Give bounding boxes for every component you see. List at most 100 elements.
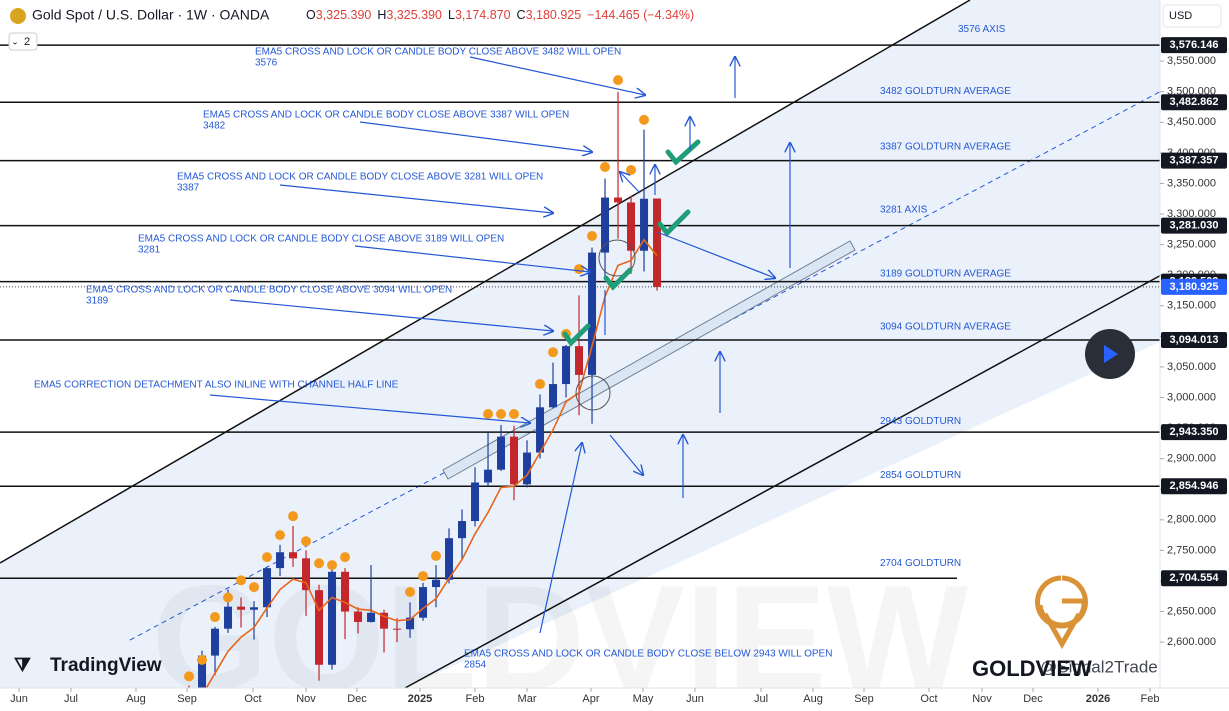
signal-dot — [327, 560, 338, 571]
drawings — [209, 56, 790, 634]
candle-body — [432, 579, 441, 588]
arrow — [209, 394, 530, 423]
candle-body — [471, 482, 480, 522]
level-badge — [1161, 332, 1227, 349]
level-label: 3094 GOLDTURN AVERAGE — [880, 322, 1011, 333]
y-tick-label: 3,350.000 — [1167, 177, 1216, 189]
x-tick-label: Feb — [466, 693, 485, 705]
candle-body — [198, 655, 207, 688]
levels — [0, 44, 1160, 579]
y-tick-label: 3,550.000 — [1167, 55, 1216, 67]
level-badge — [1161, 94, 1227, 111]
level-label: 3387 GOLDTURN AVERAGE — [880, 141, 1011, 152]
y-tick-label: 3,000.000 — [1167, 391, 1216, 403]
check — [603, 267, 633, 291]
y-tick-label: 3,150.000 — [1167, 300, 1216, 312]
circle — [598, 239, 636, 277]
signal-dot — [301, 536, 312, 547]
annotation: EMA5 CROSS AND LOCK OR CANDLE BODY CLOSE… — [177, 172, 543, 183]
tv-logo: TradingView — [50, 655, 162, 676]
signal-dot — [262, 552, 273, 563]
x-tick-label: Dec — [1023, 693, 1043, 705]
annotation: 3387 — [177, 183, 200, 194]
arrow — [609, 434, 643, 475]
signal-dot — [340, 552, 351, 563]
x-tick-label: Mar — [518, 693, 537, 705]
signal-dot — [613, 75, 624, 86]
arrow — [354, 245, 590, 272]
branding: ⧩ TradingView GOLDVIEW @Signal2Trade — [14, 329, 1158, 681]
signal-dot — [509, 409, 520, 420]
indicator-button[interactable] — [8, 32, 38, 51]
candle-body — [458, 521, 467, 539]
level-label: 2704 GOLDTURN — [880, 558, 961, 569]
arrow — [469, 56, 645, 95]
annotation: 3482 — [203, 121, 226, 132]
level-label: 3576 AXIS — [958, 24, 1006, 35]
annotation: 3576 — [255, 58, 278, 69]
x-tick-label: Jul — [64, 693, 78, 705]
ohlc-value: 3,180.925 — [526, 8, 582, 22]
candle-body — [510, 436, 519, 485]
level-badge-label: 2,854.946 — [1170, 480, 1219, 492]
channel-lower — [404, 274, 1160, 688]
play-icon — [1104, 345, 1118, 363]
signal-dot — [288, 511, 299, 522]
signal-dot — [431, 550, 442, 561]
level-badge — [1161, 152, 1227, 169]
time-axis: Jun Jul Aug Sep Oct Nov Dec 2025 Feb Mar Apr May Jun… — [0, 687, 1229, 711]
x-tick-label: Sep — [854, 693, 874, 705]
x-tick-label: Oct — [920, 693, 937, 705]
annotation: EMA5 CROSS AND LOCK OR CANDLE BODY CLOSE… — [86, 285, 452, 296]
level-badge — [1161, 217, 1227, 234]
annotation: 3189 — [86, 296, 109, 307]
candle-body — [237, 606, 246, 610]
goldview-emblem — [1042, 612, 1082, 650]
level-badge-label: 3,281.030 — [1170, 220, 1219, 232]
signal-dot — [418, 571, 429, 582]
price-axis-bg — [1160, 0, 1229, 711]
level-label: 3482 GOLDTURN AVERAGE — [880, 86, 1011, 97]
check — [657, 209, 691, 237]
candle-body — [640, 198, 649, 251]
last-price-label: 3,180.925 — [1170, 281, 1219, 293]
candle-body — [419, 587, 428, 618]
y-tick-label: 2,800.000 — [1167, 514, 1216, 526]
signal-dot — [405, 586, 416, 597]
change: −144.465 (−4.34%) — [587, 8, 694, 22]
signal-dot — [197, 654, 208, 665]
level-label: 3281 AXIS — [880, 204, 928, 215]
candle-body — [380, 612, 389, 629]
y-tick-label: 3,450.000 — [1167, 116, 1216, 128]
currency-box[interactable] — [1162, 4, 1222, 28]
x-tick-label: Nov — [972, 693, 992, 705]
arrow — [359, 121, 592, 152]
signal-dot — [639, 114, 650, 125]
ema-corridor — [442, 240, 856, 480]
header: Gold Spot / U.S. Dollar · 1W · OANDA O3,… — [0, 0, 720, 51]
candle-body — [315, 590, 324, 665]
signal-dot — [587, 231, 598, 242]
candle-body — [289, 552, 298, 559]
level-badge — [1161, 570, 1227, 587]
candle-body — [601, 197, 610, 253]
level-badge — [1161, 478, 1227, 495]
signal-dot — [574, 264, 585, 275]
x-tick-label: 2025 — [408, 693, 432, 705]
price-axis: USD 2,600.0002,650.0002,700.0002,750.000… — [1159, 0, 1229, 711]
level-badge-label: 3,576.146 — [1170, 39, 1219, 51]
candle-body — [328, 571, 337, 665]
candle-body — [367, 612, 376, 622]
check — [665, 139, 701, 166]
candle-body — [276, 552, 285, 569]
x-tick-label: Aug — [803, 693, 823, 705]
candle-body — [484, 469, 493, 483]
candle-body — [354, 611, 363, 622]
candle-body — [588, 252, 597, 375]
ohlc-value: 3,325.390 — [386, 8, 442, 22]
arrow — [539, 443, 582, 634]
arrow — [229, 299, 553, 331]
signal-dot — [483, 409, 494, 420]
indicator-toggle: ⌄ — [11, 36, 19, 46]
